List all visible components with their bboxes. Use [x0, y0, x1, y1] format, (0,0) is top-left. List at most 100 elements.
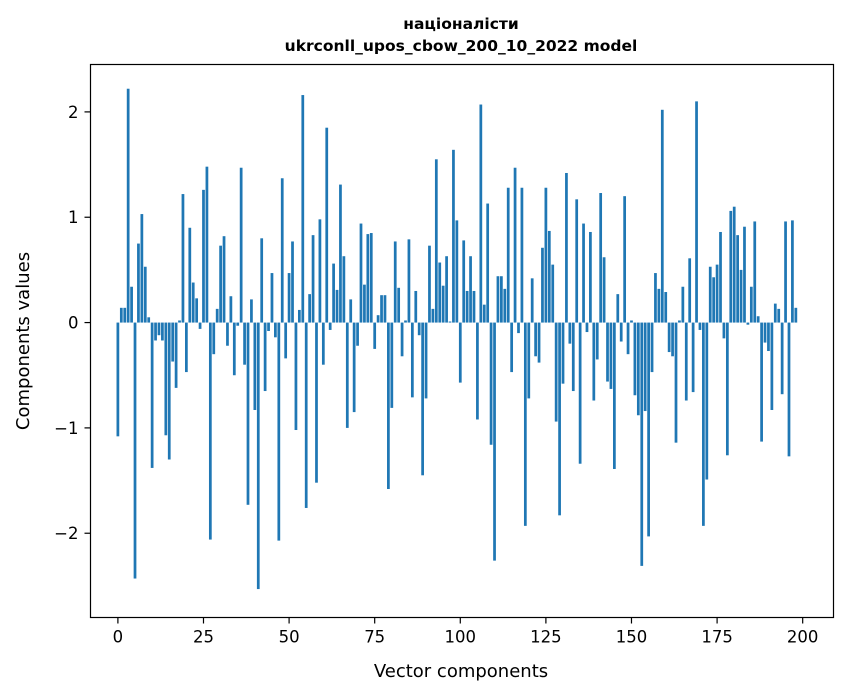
bar [205, 166, 209, 323]
bar [623, 196, 627, 323]
bar [523, 322, 527, 526]
bar [232, 322, 236, 376]
bar [400, 322, 404, 357]
x-tick-label: 200 [787, 628, 819, 647]
bar [191, 282, 195, 323]
bar [739, 269, 743, 323]
bar [332, 263, 335, 323]
bar [506, 187, 510, 323]
bar [489, 322, 493, 445]
bar [421, 322, 424, 476]
bar [147, 317, 151, 323]
bar [297, 309, 301, 323]
bar [551, 264, 555, 323]
bar [417, 322, 421, 336]
x-tick-label: 75 [364, 628, 385, 647]
bar [424, 322, 428, 399]
bar [318, 219, 322, 323]
bar [465, 290, 469, 323]
bar [212, 322, 216, 355]
bar [678, 320, 681, 323]
bars-group [116, 88, 798, 590]
bar [253, 322, 257, 410]
bar [547, 230, 551, 323]
bar [229, 296, 233, 323]
bar [513, 167, 517, 323]
bar [208, 322, 212, 540]
bar [195, 298, 199, 323]
bar [712, 277, 716, 323]
bar [650, 322, 654, 373]
bar [500, 276, 503, 323]
bar [684, 322, 688, 401]
bar [695, 101, 698, 323]
bar [517, 322, 520, 334]
bar [215, 308, 219, 323]
bar [544, 187, 548, 323]
bar [366, 234, 370, 323]
bar [630, 320, 633, 323]
bar [123, 307, 127, 323]
bar [393, 241, 397, 323]
bar [222, 236, 226, 323]
bar [284, 322, 288, 359]
bar [633, 322, 637, 396]
bar [537, 322, 541, 363]
bar [161, 322, 164, 341]
bar [554, 322, 558, 422]
bar [263, 322, 267, 392]
bar [568, 322, 572, 344]
bar [198, 322, 202, 329]
x-axis-ticks: 0 25 50 75 100 125 150 175 200 [113, 617, 819, 647]
bar [304, 322, 308, 508]
bar [315, 322, 318, 483]
bar [345, 322, 349, 428]
bar [725, 322, 729, 456]
bar [636, 322, 640, 416]
bar [119, 307, 123, 323]
x-tick-label: 25 [193, 628, 214, 647]
bar [664, 292, 668, 323]
bar [174, 322, 178, 388]
bar [178, 320, 181, 323]
bar [287, 273, 291, 323]
bar [493, 322, 496, 561]
bar [226, 322, 229, 346]
bar [154, 322, 157, 341]
bar [116, 322, 120, 437]
y-tick-label: 1 [68, 208, 79, 227]
bar [181, 194, 185, 323]
plot-frame [89, 63, 835, 619]
bar [770, 322, 774, 410]
bar [681, 286, 685, 323]
bar [311, 235, 315, 323]
bar [469, 256, 472, 323]
bar [482, 304, 486, 323]
bar [143, 266, 147, 323]
x-tick-label: 175 [701, 628, 733, 647]
bar [760, 322, 763, 442]
bar [243, 322, 246, 365]
bar [130, 286, 133, 323]
bar [277, 322, 281, 541]
bar [530, 278, 534, 323]
bar [376, 315, 380, 323]
x-tick-label: 100 [445, 628, 477, 647]
bar [619, 322, 623, 342]
bar [640, 322, 644, 566]
bar [270, 273, 274, 323]
bar [698, 322, 702, 330]
bar [674, 322, 678, 443]
bar [274, 322, 277, 338]
bar [335, 289, 339, 323]
x-tick-label: 0 [113, 628, 124, 647]
bar [445, 256, 448, 323]
bar [414, 290, 418, 323]
bar [647, 322, 650, 537]
bar [719, 231, 722, 323]
bar [404, 320, 407, 323]
y-axis-label: Components values [13, 252, 34, 430]
bar [732, 206, 736, 323]
y-tick-label: 2 [68, 103, 79, 122]
bar [791, 220, 794, 323]
